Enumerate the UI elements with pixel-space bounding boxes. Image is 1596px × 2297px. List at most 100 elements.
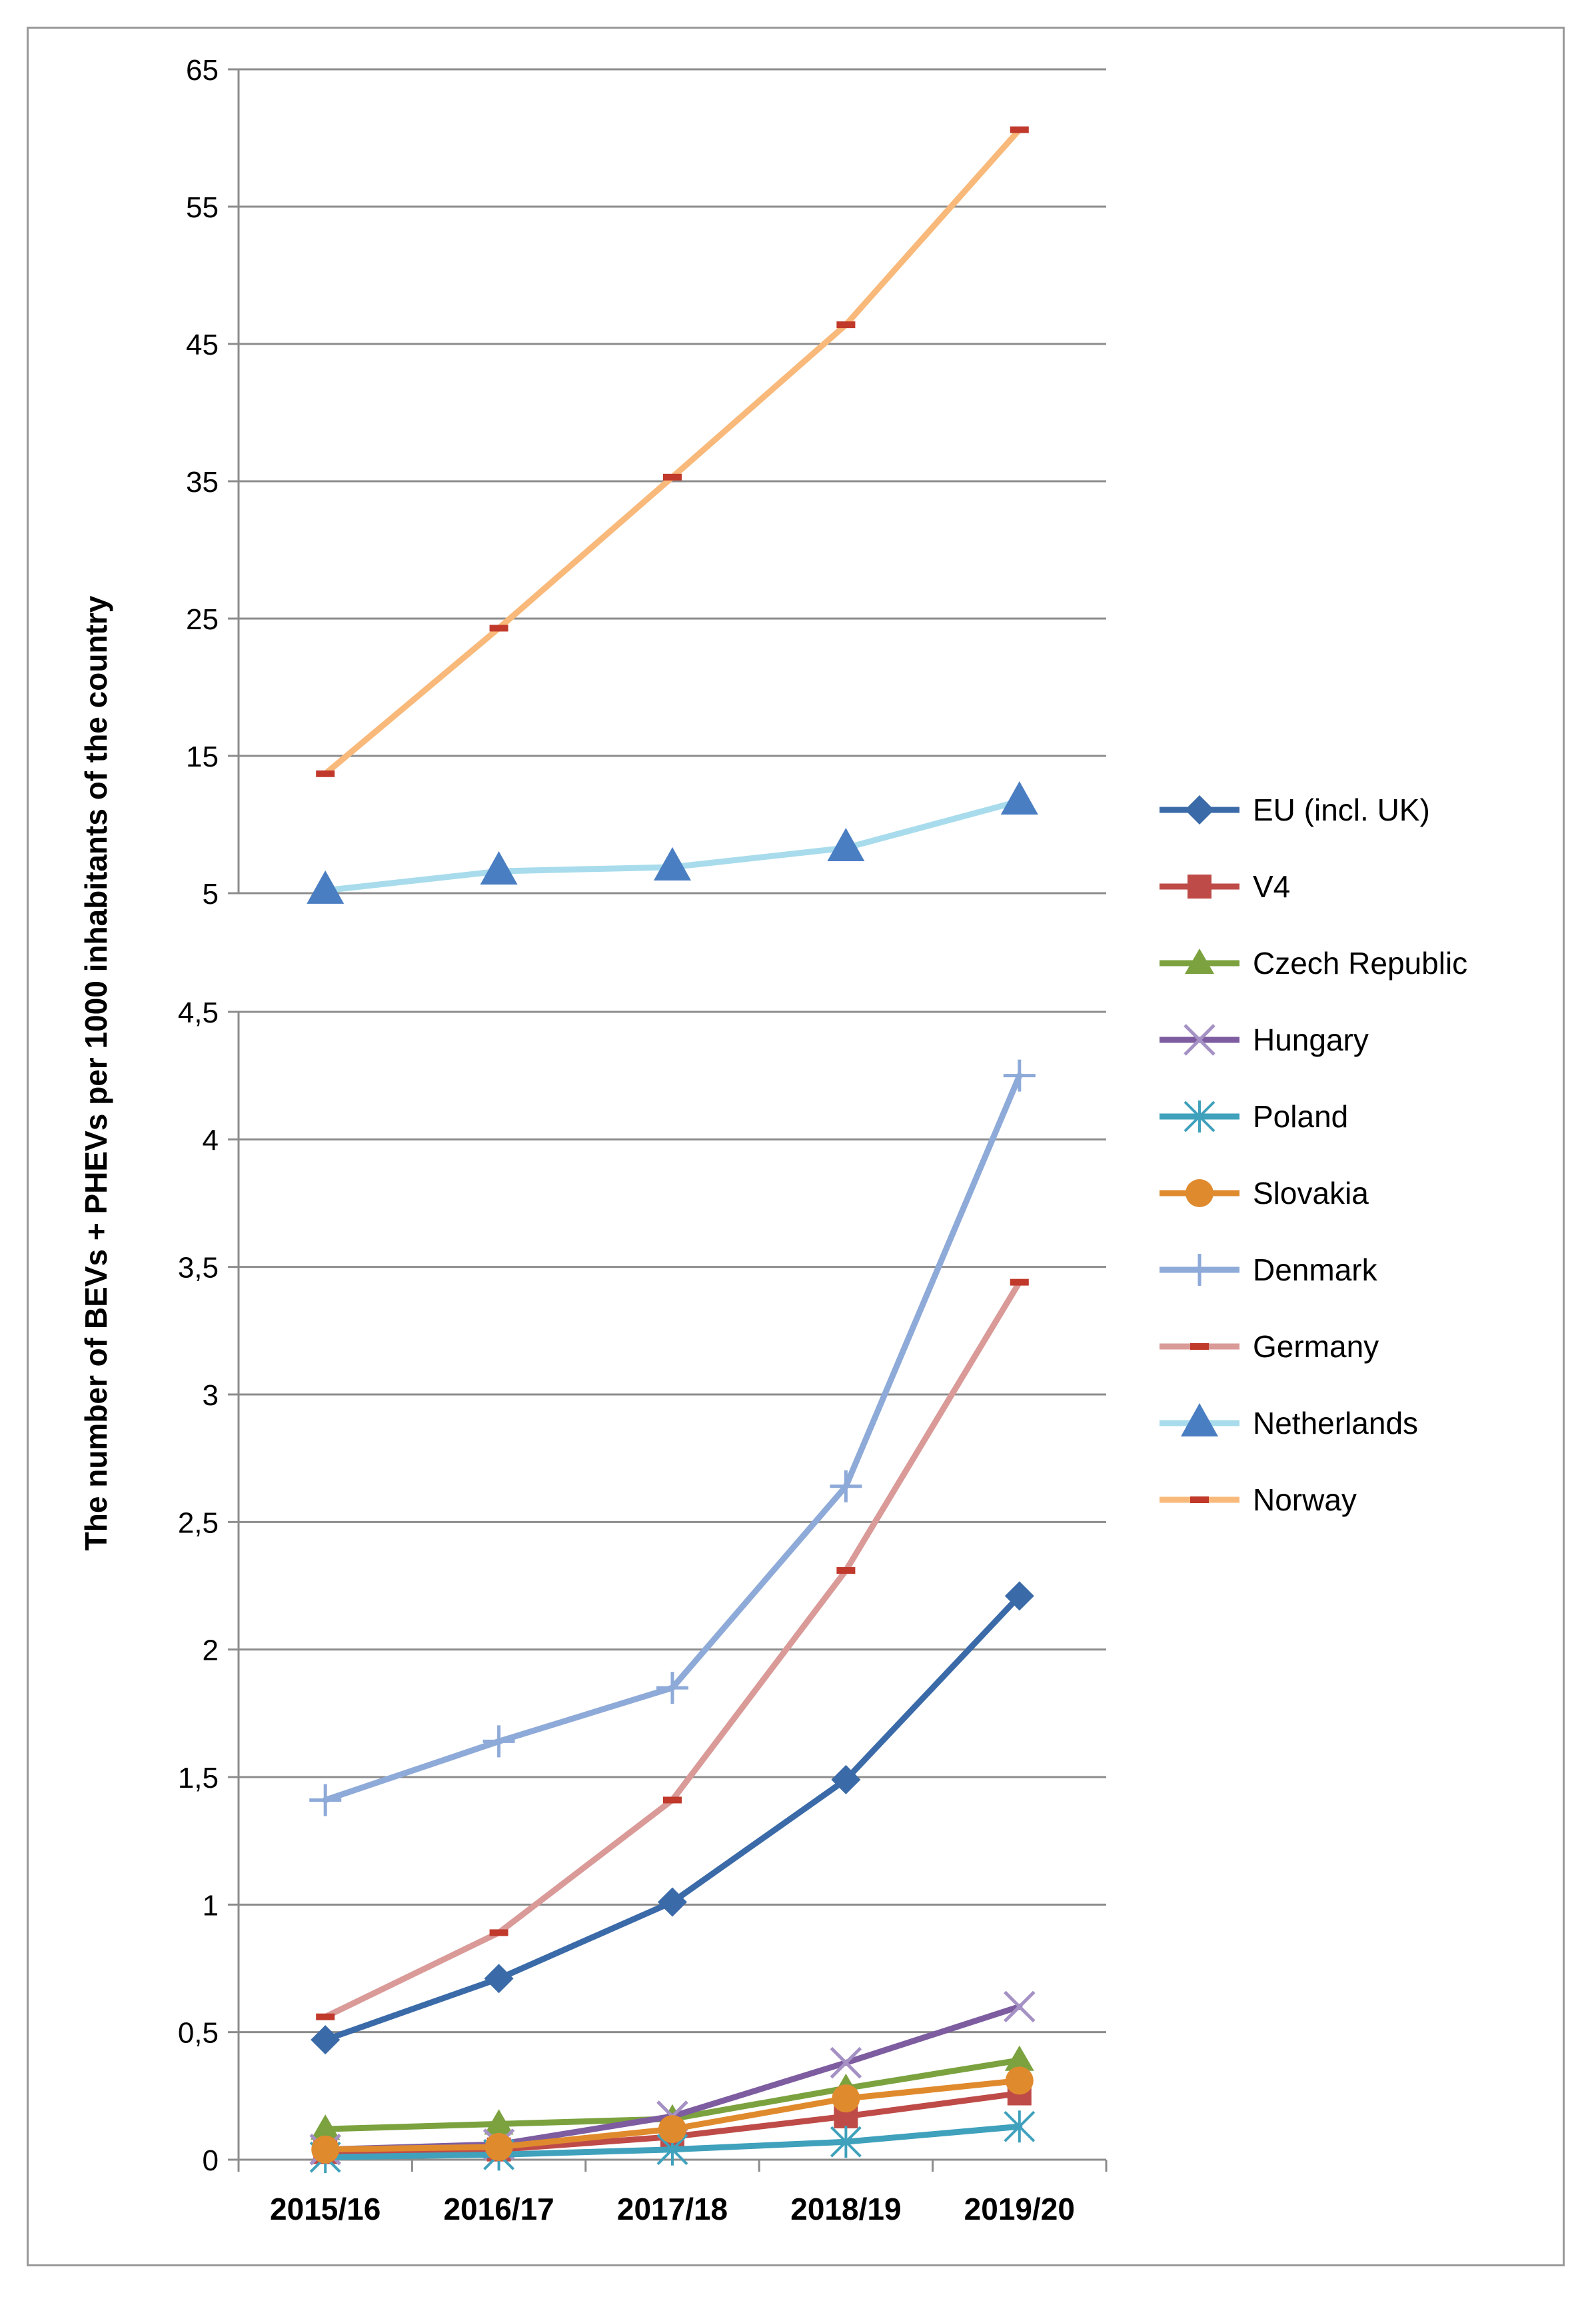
data-point [830, 1470, 862, 1502]
y-tick-label: 45 [186, 329, 219, 361]
series-line [322, 127, 1023, 777]
series-eu-incl-uk- [311, 1581, 1034, 2055]
legend-item: EU (incl. UK) [1160, 793, 1430, 827]
data-point [1188, 875, 1211, 899]
data-point [311, 2025, 341, 2055]
x-tick-label: 2019/20 [964, 2192, 1075, 2226]
legend-label: Norway [1253, 1482, 1357, 1517]
data-point [484, 2132, 513, 2161]
data-point [663, 1796, 682, 1804]
data-point [827, 828, 865, 862]
x-tick-label: 2017/18 [617, 2192, 728, 2226]
legend-label: Hungary [1253, 1023, 1369, 1057]
data-point [1190, 1496, 1209, 1503]
data-point [663, 473, 682, 481]
y-tick-label: 55 [186, 191, 219, 224]
data-point [1004, 2045, 1034, 2071]
data-point [311, 2135, 340, 2164]
data-point [489, 1929, 508, 1936]
legend-label: V4 [1253, 869, 1290, 904]
data-point [1181, 1403, 1218, 1436]
data-point [832, 2084, 860, 2113]
y-tick-label: 3 [203, 1379, 219, 1412]
data-point [316, 770, 335, 777]
y-tick-label: 25 [186, 603, 219, 636]
legend-label: Germany [1253, 1329, 1379, 1364]
axes: 5 15 25 35 45 55 65 0 0,5 1 1,5 2 2,5 3 3,5 4 4,5 2015/16… [178, 54, 1108, 2226]
y-tick-label: 0 [203, 2144, 219, 2177]
x-tick-label: 2018/19 [790, 2192, 901, 2226]
data-point [1004, 1990, 1036, 2023]
data-point [1010, 1278, 1029, 1286]
series-netherlands [307, 781, 1038, 904]
y-tick-label: 4 [203, 1124, 219, 1156]
legend-item: Slovakia [1160, 1176, 1369, 1210]
gridlines [239, 68, 1106, 2161]
data-point [656, 1672, 688, 1704]
y-tick-label: 1,5 [178, 1762, 219, 1794]
data-point [480, 851, 518, 885]
legend-item: Netherlands [1160, 1403, 1418, 1440]
data-point [1190, 1343, 1209, 1350]
series-slovakia [311, 2066, 1034, 2164]
legend-label: EU (incl. UK) [1253, 793, 1430, 827]
legend-item: Norway [1160, 1482, 1357, 1517]
data-point [1186, 1179, 1213, 1207]
data-point [1185, 949, 1214, 974]
series-norway [316, 126, 1029, 777]
legend-label: Denmark [1253, 1252, 1378, 1287]
data-point [484, 2109, 514, 2135]
data-point [836, 321, 856, 329]
data-point [1000, 781, 1038, 815]
data-point [484, 1964, 514, 1994]
y-tick-label: 15 [186, 741, 219, 773]
data-point [309, 1784, 342, 1816]
x-tick-label: 2015/16 [270, 2192, 381, 2226]
y-tick-label: 35 [186, 466, 219, 499]
legend-label: Netherlands [1253, 1406, 1418, 1440]
data-point [831, 1764, 861, 1794]
legend-item: Czech Republic [1160, 946, 1467, 981]
legend-item: V4 [1160, 869, 1290, 904]
data-point [658, 1887, 687, 1917]
legend-label: Poland [1253, 1099, 1348, 1134]
data-point [654, 847, 691, 881]
series-layer [307, 126, 1038, 2174]
y-tick-label: 65 [186, 54, 219, 87]
y-tick-label: 2 [203, 1634, 219, 1667]
series-germany [316, 1278, 1029, 2020]
legend-item: Germany [1160, 1329, 1379, 1364]
legend-item: Hungary [1160, 1023, 1369, 1057]
legend: EU (incl. UK) V4 Czech Republic Hungary Pola… [1160, 793, 1467, 1517]
data-point [1185, 795, 1214, 825]
y-tick-label: 2,5 [178, 1506, 219, 1539]
series-denmark [309, 1059, 1036, 1816]
data-point [1004, 1581, 1034, 1611]
data-point [1184, 1254, 1215, 1286]
y-axis-label: The number of BEVs + PHEVs per 1000 inha… [79, 595, 113, 1550]
y-tick-label: 0,5 [178, 2017, 219, 2050]
data-point [1010, 126, 1029, 133]
data-point [1184, 1024, 1215, 1056]
y-tick-label: 1 [203, 1889, 219, 1922]
legend-item: Poland [1160, 1099, 1348, 1134]
series-line [322, 1592, 1023, 2043]
legend-item: Denmark [1160, 1252, 1378, 1287]
y-tick-label: 3,5 [178, 1252, 219, 1284]
x-tick-label: 2016/17 [443, 2192, 554, 2226]
data-point [311, 2114, 341, 2140]
data-point [1003, 1059, 1036, 1092]
y-tick-label: 4,5 [178, 997, 219, 1029]
data-point [307, 870, 345, 904]
data-point [658, 2115, 686, 2144]
legend-label: Slovakia [1253, 1176, 1369, 1210]
data-point [316, 2013, 335, 2020]
data-point [1004, 2110, 1036, 2143]
data-point [830, 2046, 862, 2079]
data-point [1005, 2066, 1034, 2095]
data-point [489, 625, 508, 632]
data-point [836, 1567, 856, 1574]
chart-frame [27, 27, 1565, 2266]
y-tick-label: 5 [203, 878, 219, 911]
